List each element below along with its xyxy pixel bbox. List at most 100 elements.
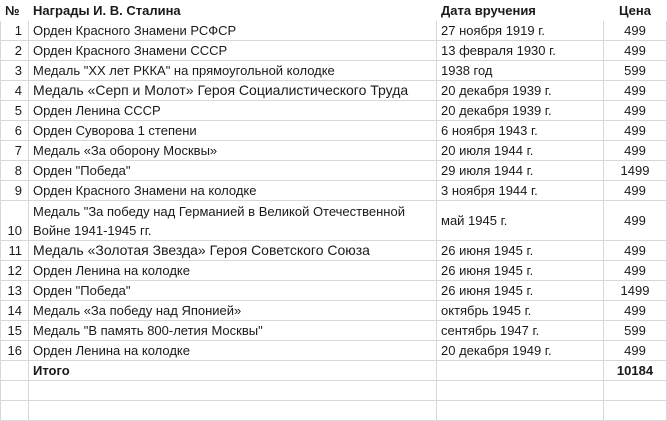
table-row[interactable]: 14 Медаль «За победу над Японией» октябрь … bbox=[0, 300, 667, 321]
empty-row[interactable] bbox=[0, 400, 667, 421]
cell-price[interactable]: 499 bbox=[603, 260, 667, 281]
cell-price[interactable]: 499 bbox=[603, 140, 667, 161]
cell-empty[interactable] bbox=[0, 380, 29, 401]
cell-num[interactable]: 16 bbox=[0, 340, 29, 361]
table-row[interactable]: 5 Орден Ленина СССР 20 декабря 1939 г. 499 bbox=[0, 100, 667, 121]
cell-num[interactable]: 13 bbox=[0, 280, 29, 301]
cell-price[interactable]: 499 bbox=[603, 200, 667, 241]
cell-name[interactable]: Орден Красного Знамени РСФСР bbox=[28, 20, 437, 41]
cell-price[interactable]: 1499 bbox=[603, 280, 667, 301]
table-row[interactable]: 16 Орден Ленина на колодке 20 декабря 1949… bbox=[0, 340, 667, 361]
cell-price[interactable]: 499 bbox=[603, 300, 667, 321]
empty-row[interactable] bbox=[0, 380, 667, 401]
cell-name[interactable]: Медаль «Золотая Звезда» Героя Советского… bbox=[28, 240, 437, 261]
cell-num[interactable]: 2 bbox=[0, 40, 29, 61]
cell-empty[interactable] bbox=[436, 380, 604, 401]
cell-date[interactable]: май 1945 г. bbox=[436, 200, 604, 241]
table-row[interactable]: 9 Орден Красного Знамени на колодке 3 нояб… bbox=[0, 180, 667, 201]
cell-num[interactable]: 7 bbox=[0, 140, 29, 161]
header-name: Награды И. В. Сталина bbox=[28, 0, 437, 21]
cell-empty[interactable] bbox=[436, 360, 604, 381]
table-row[interactable]: 2 Орден Красного Знамени СССР 13 февраля 1… bbox=[0, 40, 667, 61]
cell-name[interactable]: Орден Красного Знамени на колодке bbox=[28, 180, 437, 201]
cell-name[interactable]: Орден Ленина СССР bbox=[28, 100, 437, 121]
cell-num[interactable]: 8 bbox=[0, 160, 29, 181]
total-label[interactable]: Итого bbox=[28, 360, 437, 381]
cell-name[interactable]: Медаль "В память 800-летия Москвы" bbox=[28, 320, 437, 341]
cell-name[interactable]: Медаль "XX лет РККА" на прямоугольной ко… bbox=[28, 60, 437, 81]
table-row[interactable]: 1 Орден Красного Знамени РСФСР 27 ноября 1… bbox=[0, 20, 667, 41]
header-price: Цена bbox=[603, 0, 667, 21]
header-num: № bbox=[0, 0, 29, 21]
cell-price[interactable]: 499 bbox=[603, 40, 667, 61]
cell-date[interactable]: 20 декабря 1939 г. bbox=[436, 100, 604, 121]
table-row[interactable]: 13 Орден "Победа" 26 июня 1945 г. 1499 bbox=[0, 280, 667, 301]
cell-name[interactable]: Орден Ленина на колодке bbox=[28, 260, 437, 281]
cell-price[interactable]: 499 bbox=[603, 20, 667, 41]
cell-name[interactable]: Орден Ленина на колодке bbox=[28, 340, 437, 361]
header-row: № Награды И. В. Сталина Дата вручения Це… bbox=[0, 0, 667, 21]
header-date: Дата вручения bbox=[436, 0, 604, 21]
cell-price[interactable]: 499 bbox=[603, 80, 667, 101]
cell-num[interactable]: 14 bbox=[0, 300, 29, 321]
cell-date[interactable]: 29 июля 1944 г. bbox=[436, 160, 604, 181]
cell-date[interactable]: октябрь 1945 г. bbox=[436, 300, 604, 321]
cell-date[interactable]: 13 февраля 1930 г. bbox=[436, 40, 604, 61]
cell-price[interactable]: 499 bbox=[603, 340, 667, 361]
table-row[interactable]: 8 Орден "Победа" 29 июля 1944 г. 1499 bbox=[0, 160, 667, 181]
cell-num[interactable]: 6 bbox=[0, 120, 29, 141]
cell-name[interactable]: Медаль «За оборону Москвы» bbox=[28, 140, 437, 161]
cell-num[interactable]: 12 bbox=[0, 260, 29, 281]
table-row[interactable]: 15 Медаль "В память 800-летия Москвы" сент… bbox=[0, 320, 667, 341]
cell-date[interactable]: 3 ноября 1944 г. bbox=[436, 180, 604, 201]
cell-date[interactable]: 26 июня 1945 г. bbox=[436, 260, 604, 281]
cell-empty[interactable] bbox=[28, 380, 437, 401]
cell-name[interactable]: Медаль «За победу над Японией» bbox=[28, 300, 437, 321]
cell-date[interactable]: 1938 год bbox=[436, 60, 604, 81]
cell-name[interactable]: Медаль «Серп и Молот» Героя Социалистиче… bbox=[28, 80, 437, 101]
total-price[interactable]: 10184 bbox=[603, 360, 667, 381]
cell-num[interactable]: 4 bbox=[0, 80, 29, 101]
cell-name[interactable]: Орден Суворова 1 степени bbox=[28, 120, 437, 141]
cell-price[interactable]: 599 bbox=[603, 60, 667, 81]
cell-num[interactable]: 9 bbox=[0, 180, 29, 201]
cell-name[interactable]: Орден Красного Знамени СССР bbox=[28, 40, 437, 61]
cell-date[interactable]: 20 декабря 1949 г. bbox=[436, 340, 604, 361]
table-row[interactable]: 10 Медаль "За победу над Германией в Вели… bbox=[0, 200, 667, 241]
cell-num[interactable]: 5 bbox=[0, 100, 29, 121]
cell-num[interactable]: 3 bbox=[0, 60, 29, 81]
cell-date[interactable]: сентябрь 1947 г. bbox=[436, 320, 604, 341]
cell-name[interactable]: Орден "Победа" bbox=[28, 280, 437, 301]
table-row[interactable]: 3 Медаль "XX лет РККА" на прямоугольной к… bbox=[0, 60, 667, 81]
cell-date[interactable]: 26 июня 1945 г. bbox=[436, 240, 604, 261]
cell-num[interactable]: 15 bbox=[0, 320, 29, 341]
cell-num[interactable]: 10 bbox=[0, 200, 29, 241]
cell-empty[interactable] bbox=[0, 400, 29, 421]
cell-price[interactable]: 499 bbox=[603, 240, 667, 261]
cell-empty[interactable] bbox=[603, 380, 667, 401]
cell-date[interactable]: 20 декабря 1939 г. bbox=[436, 80, 604, 101]
table-row[interactable]: 7 Медаль «За оборону Москвы» 20 июля 1944 … bbox=[0, 140, 667, 161]
cell-date[interactable]: 26 июня 1945 г. bbox=[436, 280, 604, 301]
cell-empty[interactable] bbox=[436, 400, 604, 421]
cell-name[interactable]: Медаль "За победу над Германией в Велико… bbox=[28, 200, 437, 241]
total-row[interactable]: Итого 10184 bbox=[0, 360, 667, 381]
table-row[interactable]: 12 Орден Ленина на колодке 26 июня 1945 г.… bbox=[0, 260, 667, 281]
table-row[interactable]: 4 Медаль «Серп и Молот» Героя Социалистич… bbox=[0, 80, 667, 101]
cell-name[interactable]: Орден "Победа" bbox=[28, 160, 437, 181]
cell-num[interactable]: 1 bbox=[0, 20, 29, 41]
cell-empty[interactable] bbox=[28, 400, 437, 421]
cell-empty[interactable] bbox=[603, 400, 667, 421]
cell-num[interactable]: 11 bbox=[0, 240, 29, 261]
cell-date[interactable]: 6 ноября 1943 г. bbox=[436, 120, 604, 141]
cell-empty[interactable] bbox=[0, 360, 29, 381]
cell-price[interactable]: 499 bbox=[603, 120, 667, 141]
table-row[interactable]: 11 Медаль «Золотая Звезда» Героя Советско… bbox=[0, 240, 667, 261]
cell-price[interactable]: 599 bbox=[603, 320, 667, 341]
cell-price[interactable]: 499 bbox=[603, 100, 667, 121]
cell-date[interactable]: 20 июля 1944 г. bbox=[436, 140, 604, 161]
table-row[interactable]: 6 Орден Суворова 1 степени 6 ноября 1943 г… bbox=[0, 120, 667, 141]
cell-price[interactable]: 1499 bbox=[603, 160, 667, 181]
cell-price[interactable]: 499 bbox=[603, 180, 667, 201]
cell-date[interactable]: 27 ноября 1919 г. bbox=[436, 20, 604, 41]
